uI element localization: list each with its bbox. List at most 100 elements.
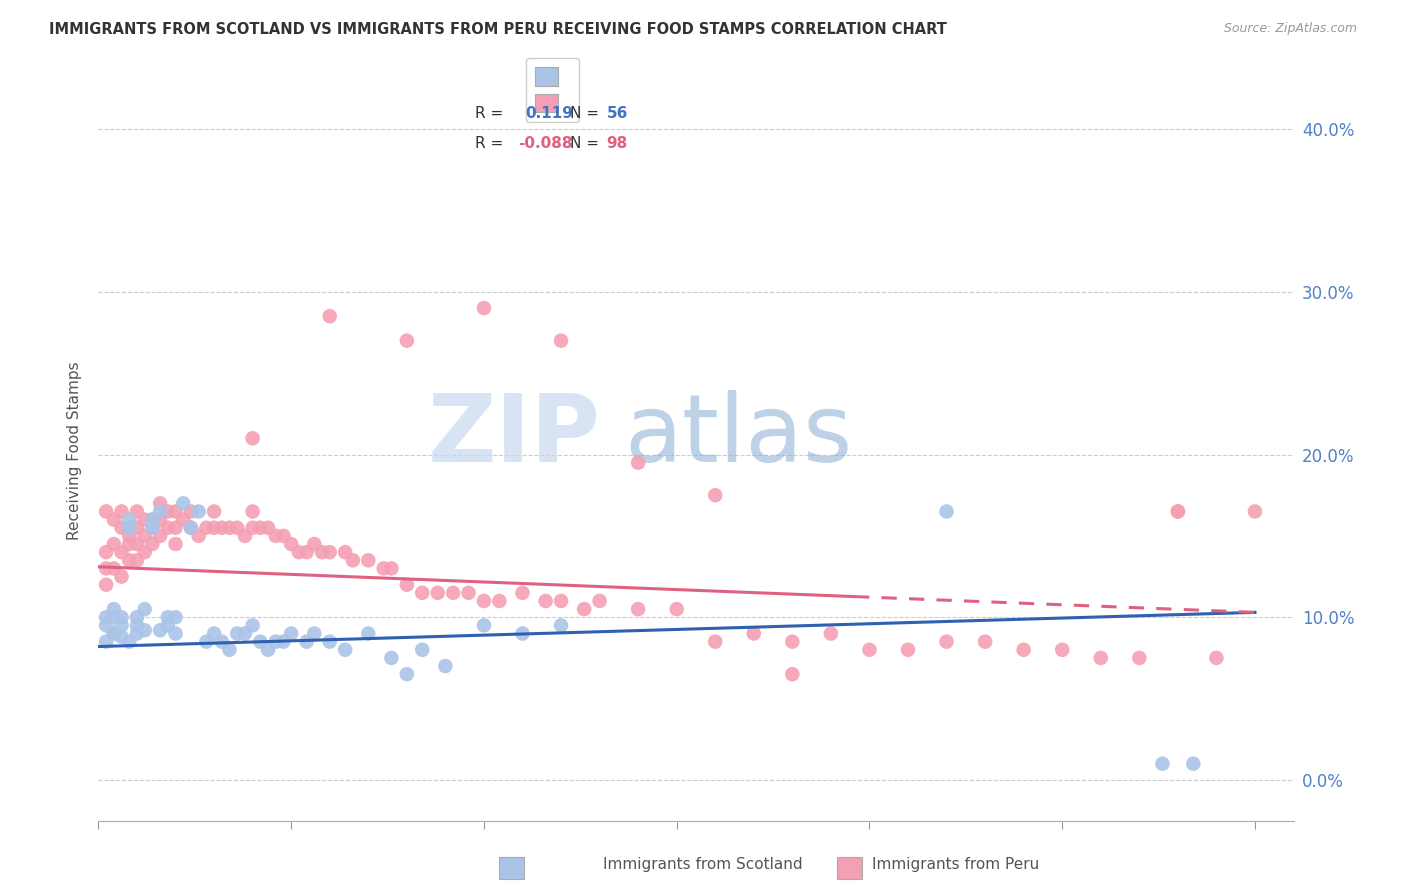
Point: [742, 626, 765, 640]
Point: [165, 504, 187, 518]
Point: [288, 545, 311, 559]
Point: [534, 594, 557, 608]
Point: [125, 553, 148, 567]
Text: Immigrants from Scotland: Immigrants from Scotland: [603, 857, 803, 872]
Point: [118, 513, 141, 527]
Point: [94, 610, 117, 624]
Point: [395, 667, 418, 681]
Text: atlas: atlas: [624, 390, 852, 482]
Point: [357, 553, 380, 567]
Point: [1205, 651, 1227, 665]
Point: [103, 602, 125, 616]
Point: [187, 504, 209, 518]
Point: [103, 561, 125, 575]
Point: [1182, 756, 1205, 771]
Point: [411, 642, 433, 657]
Point: [273, 529, 295, 543]
Point: [103, 626, 125, 640]
Point: [110, 521, 132, 535]
Point: [218, 642, 240, 657]
Point: [1167, 504, 1189, 518]
Text: N =: N =: [571, 106, 599, 121]
Point: [441, 586, 464, 600]
Point: [141, 521, 163, 535]
Point: [125, 521, 148, 535]
Point: [280, 626, 302, 640]
Point: [134, 529, 156, 543]
Point: [110, 630, 132, 644]
Point: [103, 626, 125, 640]
Point: [434, 659, 457, 673]
Point: [134, 513, 156, 527]
Point: [550, 618, 572, 632]
Point: [457, 586, 479, 600]
Point: [974, 634, 997, 648]
Point: [1012, 642, 1035, 657]
Point: [172, 513, 194, 527]
Point: [380, 561, 402, 575]
Point: [242, 431, 264, 445]
Point: [118, 553, 141, 567]
Point: [395, 577, 418, 591]
Point: [333, 642, 356, 657]
Point: [426, 586, 449, 600]
Point: [242, 618, 264, 632]
Point: [94, 561, 117, 575]
Point: [149, 496, 172, 510]
Point: [357, 626, 380, 640]
Point: [94, 545, 117, 559]
Text: Source: ZipAtlas.com: Source: ZipAtlas.com: [1223, 22, 1357, 36]
Point: [94, 577, 117, 591]
Point: [156, 504, 179, 518]
Point: [704, 634, 727, 648]
Point: [195, 521, 218, 535]
Point: [180, 521, 202, 535]
Point: [304, 537, 326, 551]
Point: [257, 521, 280, 535]
Point: [218, 521, 240, 535]
Point: [411, 586, 433, 600]
Point: [156, 618, 179, 632]
Point: [110, 618, 132, 632]
Y-axis label: Receiving Food Stamps: Receiving Food Stamps: [67, 361, 83, 540]
Point: [304, 626, 326, 640]
Point: [156, 610, 179, 624]
Point: [226, 626, 249, 640]
Point: [233, 626, 256, 640]
Point: [333, 545, 356, 559]
Point: [472, 594, 495, 608]
Point: [704, 488, 727, 502]
Text: Immigrants from Peru: Immigrants from Peru: [873, 857, 1039, 872]
Point: [134, 602, 156, 616]
Point: [1167, 504, 1189, 518]
Point: [226, 521, 249, 535]
Point: [149, 504, 172, 518]
Point: [1128, 651, 1150, 665]
Point: [1050, 642, 1073, 657]
Point: [103, 610, 125, 624]
Point: [94, 618, 117, 632]
Point: [149, 624, 172, 638]
Text: ZIP: ZIP: [427, 390, 600, 482]
Point: [380, 651, 402, 665]
Point: [118, 537, 141, 551]
Point: [242, 504, 264, 518]
Point: [141, 521, 163, 535]
Point: [550, 594, 572, 608]
Point: [233, 529, 256, 543]
Point: [103, 537, 125, 551]
Point: [488, 594, 510, 608]
Text: R =: R =: [475, 136, 503, 151]
Point: [165, 521, 187, 535]
Point: [165, 610, 187, 624]
Point: [935, 504, 957, 518]
Point: [264, 529, 287, 543]
Point: [172, 496, 194, 510]
Point: [295, 634, 318, 648]
Point: [935, 634, 957, 648]
Point: [211, 634, 233, 648]
Point: [134, 624, 156, 638]
Point: [202, 504, 225, 518]
Point: [512, 586, 534, 600]
Point: [187, 529, 209, 543]
